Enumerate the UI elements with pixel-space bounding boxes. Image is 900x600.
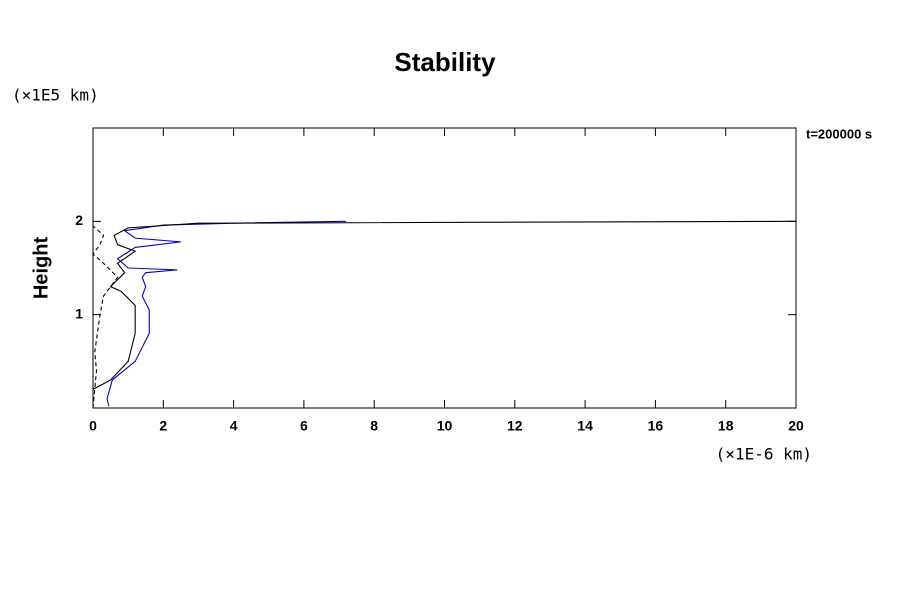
x-unit: (×1E-6 km)	[716, 445, 812, 464]
y-unit: (×1E5 km)	[12, 86, 99, 105]
y-tick-label: 2	[75, 212, 83, 228]
annotation: t=200000 s	[806, 126, 872, 141]
x-tick-label: 6	[300, 418, 308, 434]
y-tick-label: 1	[75, 305, 83, 321]
x-tick-label: 4	[230, 418, 238, 434]
x-tick-label: 18	[718, 418, 734, 434]
x-tick-label: 16	[648, 418, 664, 434]
x-tick-label: 8	[370, 418, 378, 434]
x-tick-label: 0	[89, 418, 97, 434]
plot-frame	[92, 127, 797, 409]
x-tick-label: 20	[788, 418, 804, 434]
profile-line	[92, 225, 119, 409]
x-tick-label: 14	[577, 418, 593, 434]
x-tick-label: 12	[507, 418, 523, 434]
y-axis-label: Height	[30, 237, 52, 300]
profile-line	[106, 220, 347, 407]
chart-title: Stability	[394, 47, 496, 77]
x-tick-label: 2	[159, 418, 167, 434]
profile-line	[92, 220, 797, 390]
x-tick-label: 10	[437, 418, 453, 434]
